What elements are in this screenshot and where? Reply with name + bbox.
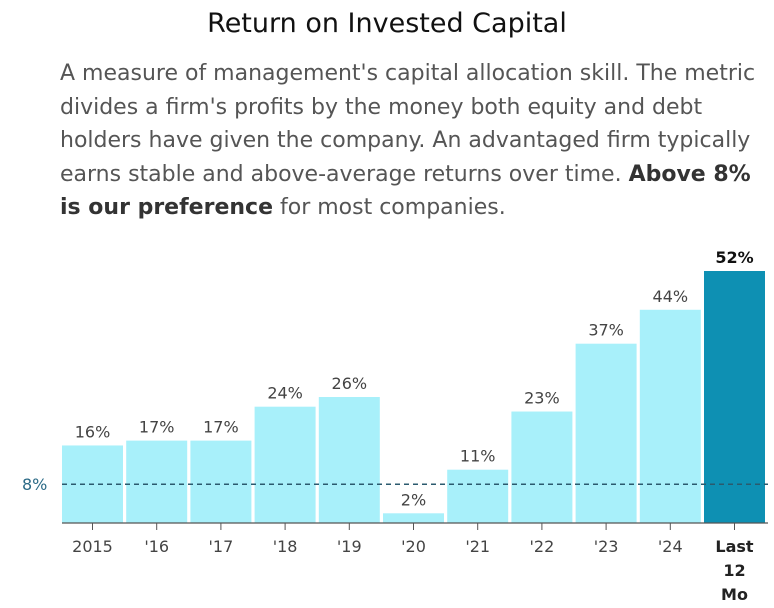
x-tick-label-8: '23 [594,537,619,556]
x-tick-label-1: '16 [144,537,169,556]
bar-8 [575,343,637,523]
bar-1 [126,440,188,523]
bar-5 [383,513,444,523]
value-label-8: 37% [588,321,624,340]
reference-line-label: 8% [22,475,47,494]
bar-9 [639,309,701,523]
bar-6 [447,469,509,523]
x-tick-label-5: '20 [401,537,426,556]
bar-3 [254,406,316,523]
description-text: A measure of management's capital alloca… [60,61,756,187]
chart-title: Return on Invested Capital [207,8,567,39]
description-emphasis: Above 8% is our preference [60,161,751,221]
value-label-2: 17% [203,418,239,437]
value-label-0: 16% [75,422,111,441]
bar-10 [704,271,765,523]
x-tick-label-0: 2015 [72,537,113,556]
value-label-7: 23% [524,389,560,408]
x-tick-label-3: '18 [273,537,298,556]
bar-7 [511,411,573,523]
description-tail: for most companies. [273,195,506,220]
x-tick-label-4: '19 [337,537,362,556]
value-label-9: 44% [653,287,689,306]
value-label-1: 17% [139,418,175,437]
value-label-5: 2% [401,490,426,509]
x-tick-label-7: '22 [530,537,555,556]
value-label-4: 26% [332,374,368,393]
chart-description: A measure of management's capital alloca… [60,57,772,225]
x-tick-label-10: Last 12 Mo [715,537,754,604]
value-label-3: 24% [267,384,303,403]
x-tick-label-6: '21 [465,537,490,556]
value-label-6: 11% [460,447,496,466]
x-tick-label-9: '24 [658,537,683,556]
x-tick-label-2: '17 [209,537,234,556]
value-label-10: 52% [715,248,753,267]
bar-4 [318,397,380,523]
bar-2 [190,440,252,523]
